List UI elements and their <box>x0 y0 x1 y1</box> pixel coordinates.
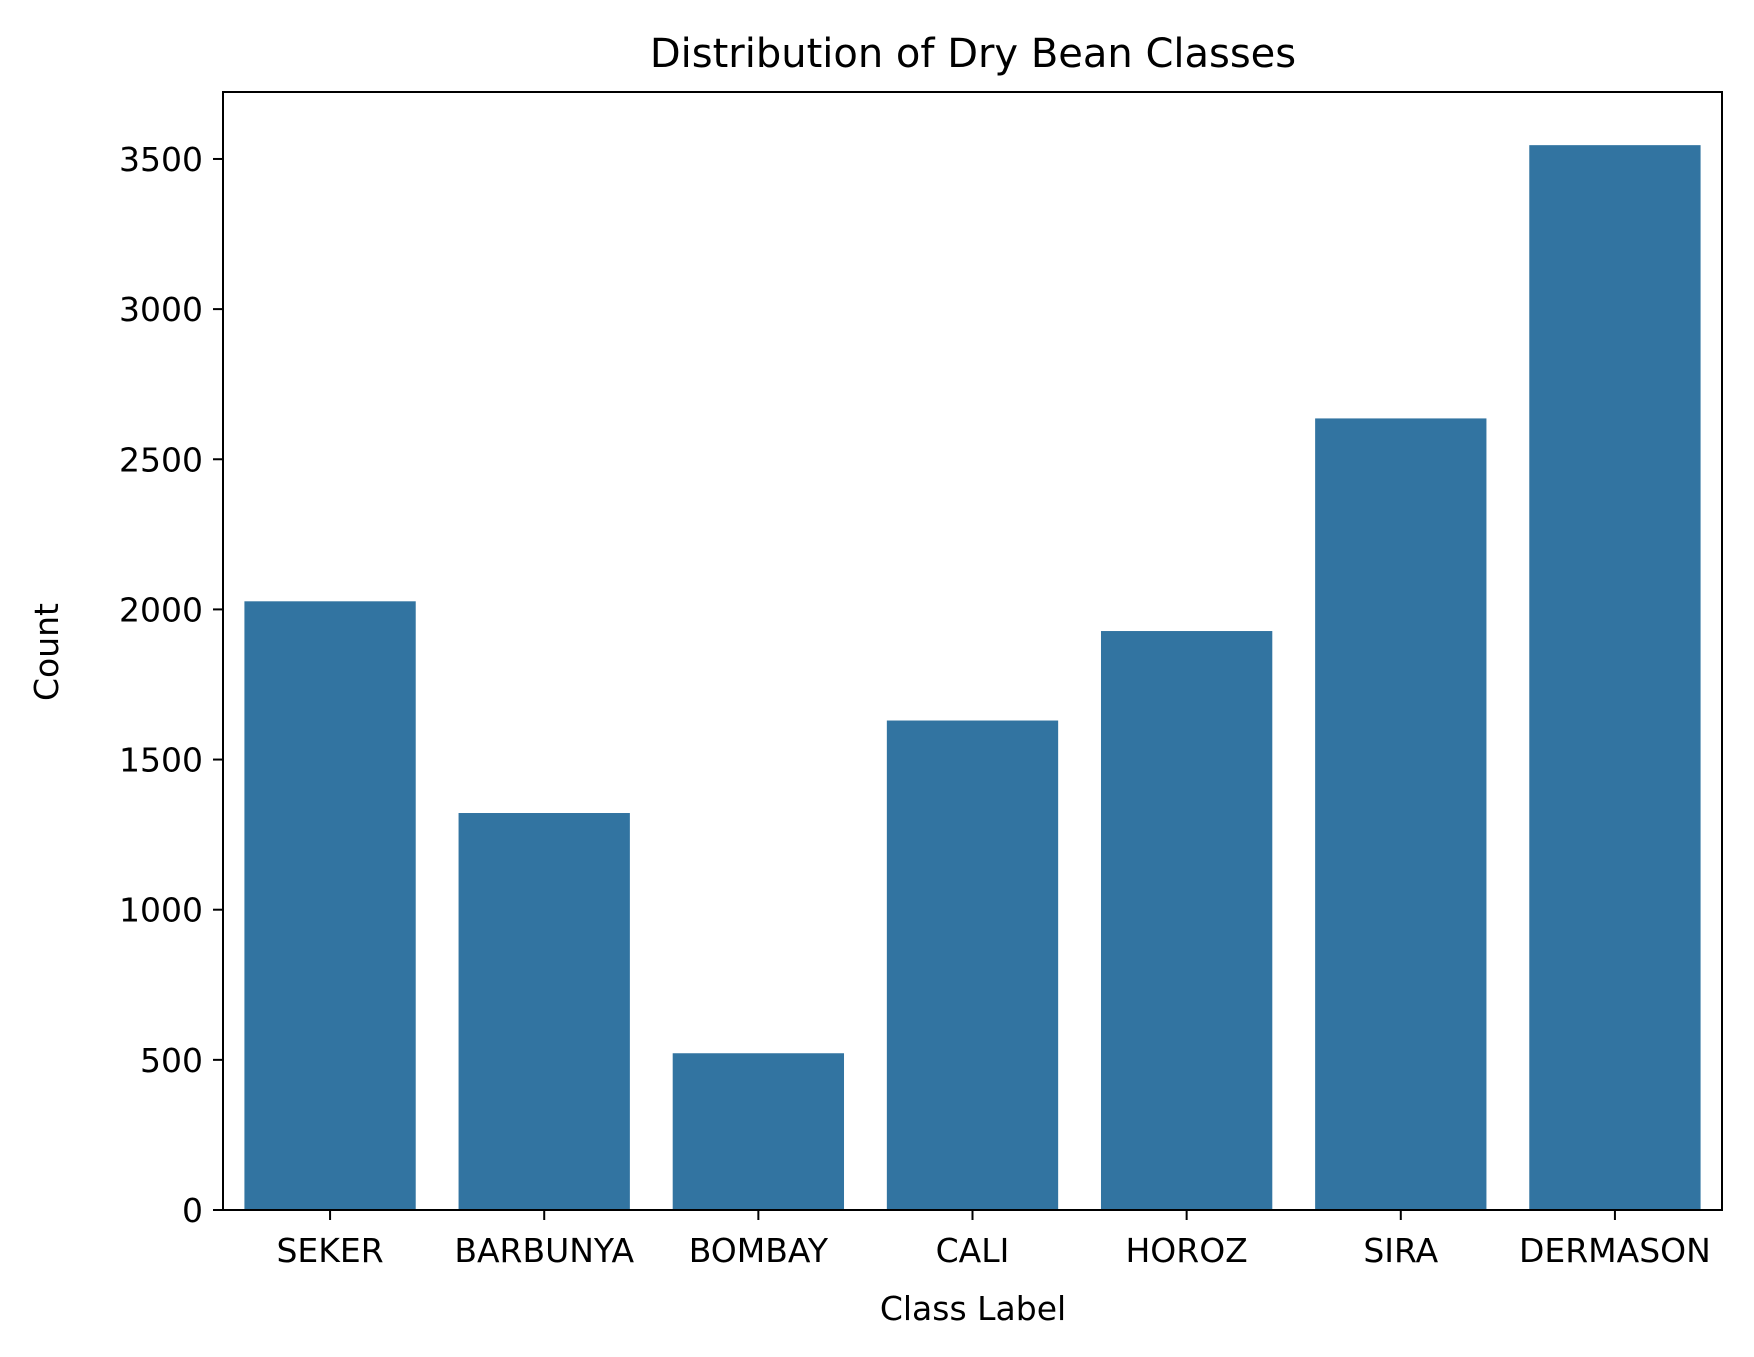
x-tick-label: HOROZ <box>1125 1231 1247 1270</box>
bar-bombay <box>672 1053 845 1210</box>
x-tick-label: CALI <box>936 1231 1010 1270</box>
x-axis: SEKER BARBUNYA BOMBAY CALI HOROZ SIRA DERMASON <box>276 1210 1711 1270</box>
x-tick-label: BOMBAY <box>689 1231 829 1270</box>
y-tick-label: 1500 <box>119 741 203 780</box>
bar-dermason <box>1529 145 1701 1210</box>
y-tick-label: 500 <box>140 1041 203 1080</box>
y-tick-label: 3500 <box>119 140 203 179</box>
y-tick-label: 0 <box>182 1191 203 1230</box>
y-tick-label: 2000 <box>119 590 203 629</box>
bar-horoz <box>1100 631 1273 1210</box>
bars-layer <box>244 145 1701 1211</box>
x-tick-label: DERMASON <box>1519 1231 1711 1270</box>
y-tick-label: 2500 <box>119 440 203 479</box>
bar-sira <box>1315 418 1487 1211</box>
x-axis-label: Class Label <box>880 1289 1066 1328</box>
y-tick-label: 1000 <box>119 891 203 930</box>
bar-cali <box>886 720 1059 1210</box>
x-tick-label: SIRA <box>1363 1231 1438 1270</box>
y-tick-label: 3000 <box>119 290 203 329</box>
x-tick-label: SEKER <box>276 1231 383 1270</box>
chart-title: Distribution of Dry Bean Classes <box>650 31 1296 77</box>
bar-barbunya <box>458 813 630 1210</box>
y-axis: 0 500 1000 1500 2000 2500 3000 3500 <box>119 140 223 1230</box>
y-axis-label: Count <box>27 603 66 701</box>
bar-seker <box>244 601 416 1210</box>
x-tick-label: BARBUNYA <box>454 1231 634 1270</box>
